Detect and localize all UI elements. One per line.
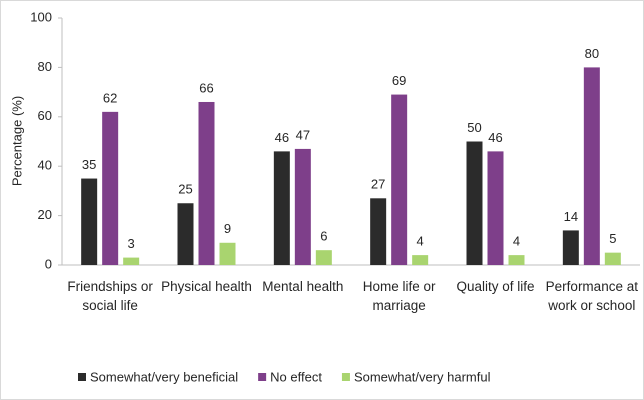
bar xyxy=(466,141,483,265)
bar xyxy=(391,94,408,265)
bar xyxy=(198,101,215,265)
legend-swatch xyxy=(258,373,267,381)
bar xyxy=(370,198,387,265)
y-tick-label: 40 xyxy=(38,158,52,173)
x-tick-label: Mental health xyxy=(262,279,344,294)
value-label: 62 xyxy=(103,90,117,105)
bar xyxy=(412,255,429,265)
y-tick-label: 100 xyxy=(30,9,52,24)
bar xyxy=(487,151,504,265)
value-label: 14 xyxy=(564,209,578,224)
value-label: 3 xyxy=(128,236,135,251)
bar xyxy=(562,230,579,265)
x-tick-label: Friendships or social life xyxy=(67,279,153,313)
y-tick-label: 80 xyxy=(38,59,52,74)
bar xyxy=(604,252,621,265)
value-label: 46 xyxy=(275,130,289,145)
value-label: 4 xyxy=(417,234,424,249)
x-tick-label: Performance at work or school xyxy=(545,279,638,313)
y-tick-label: 20 xyxy=(38,207,52,222)
bar xyxy=(508,255,525,265)
value-label: 25 xyxy=(178,182,192,197)
value-label: 69 xyxy=(392,73,406,88)
value-label: 46 xyxy=(488,130,502,145)
y-tick-label: 0 xyxy=(45,256,52,271)
y-tick-label: 60 xyxy=(38,108,52,123)
bar xyxy=(273,151,290,265)
value-label: 50 xyxy=(467,120,481,135)
legend-label: Somewhat/very harmful xyxy=(354,369,491,384)
legend-swatch xyxy=(341,373,350,381)
x-tick-label: Quality of life xyxy=(456,279,535,294)
bar xyxy=(123,257,140,265)
value-label: 5 xyxy=(609,231,616,246)
value-label: 35 xyxy=(82,157,96,172)
x-tick-label: Home life or marriage xyxy=(362,279,436,313)
bar xyxy=(177,203,194,265)
bar xyxy=(315,250,332,265)
bar xyxy=(219,242,236,265)
value-label: 27 xyxy=(371,177,385,192)
x-tick-label: Physical health xyxy=(161,279,252,294)
value-label: 66 xyxy=(199,80,213,95)
value-label: 4 xyxy=(513,234,520,249)
legend-swatch xyxy=(78,373,86,381)
y-axis-label: Percentage (%) xyxy=(9,96,24,186)
legend-label: Somewhat/very beneficial xyxy=(90,369,238,384)
bar xyxy=(102,111,119,265)
value-label: 9 xyxy=(224,221,231,236)
bar xyxy=(294,148,311,265)
value-label: 80 xyxy=(585,46,599,61)
legend-label: No effect xyxy=(270,369,322,384)
value-label: 47 xyxy=(296,127,310,142)
value-label: 6 xyxy=(320,229,327,244)
bar xyxy=(81,178,98,265)
bar xyxy=(583,67,600,266)
